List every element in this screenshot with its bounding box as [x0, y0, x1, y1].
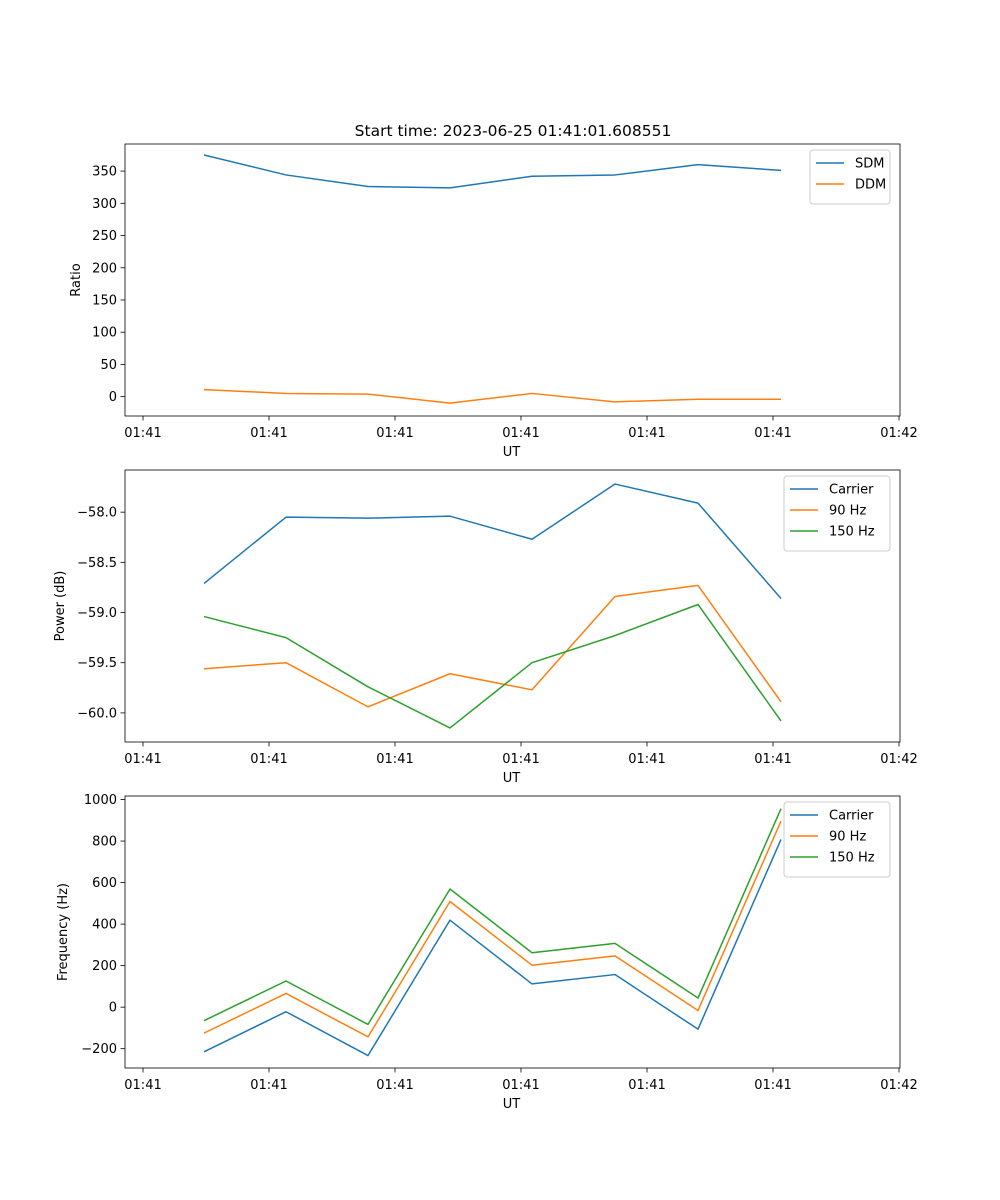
- legend-box: [783, 801, 891, 878]
- y-tick-label: 800: [92, 835, 117, 850]
- legend-label-sdm: SDM: [855, 157, 884, 172]
- x-tick-label: 01:41: [376, 1078, 413, 1093]
- chart-panel-3: 01:41 01:41 01:41 01:41 01:41 01:41 01:42 −200 0…: [56, 793, 918, 1112]
- y-tick-label: −59.0: [77, 606, 117, 621]
- y-tick-label: 600: [92, 876, 117, 891]
- legend-label-carrier: Carrier: [829, 483, 874, 498]
- y-tick-label: 400: [92, 918, 117, 933]
- figure-title: Start time: 2023-06-25 01:41:01.608551: [355, 122, 672, 140]
- x-tick-label: 01:41: [628, 426, 665, 441]
- y-tick-label: 0: [109, 390, 117, 405]
- x-axis-label: UT: [503, 771, 521, 786]
- legend-box: [783, 475, 891, 552]
- y-tick-label: 100: [92, 326, 117, 341]
- y-tick-label: 0: [109, 1001, 117, 1016]
- chart-panel-2: 01:41 01:41 01:41 01:41 01:41 01:41 01:42 −60.0…: [53, 469, 918, 786]
- chart-panel-1: 01:41 01:41 01:41 01:41 01:41 01:41 01:42 0 50 10…: [69, 143, 918, 460]
- y-axis-label: Ratio: [69, 263, 84, 296]
- x-tick-label: 01:41: [754, 426, 791, 441]
- x-tick-label: 01:41: [250, 1078, 287, 1093]
- legend: Carrier 90 Hz 150 Hz: [783, 475, 891, 552]
- legend-label-90-hz: 90 Hz: [829, 830, 866, 845]
- y-tick-label: −200: [81, 1042, 117, 1057]
- x-tick-label: 01:41: [502, 752, 539, 767]
- x-tick-label: 01:41: [376, 426, 413, 441]
- x-tick-label: 01:41: [628, 1078, 665, 1093]
- y-tick-label: −58.5: [77, 556, 117, 571]
- x-tick-label: 01:42: [880, 752, 917, 767]
- x-tick-label: 01:41: [250, 752, 287, 767]
- x-axis-label: UT: [503, 445, 521, 460]
- y-axis-label: Power (dB): [53, 571, 68, 642]
- series-line-90-hz: [203, 584, 782, 708]
- x-tick-label: 01:41: [376, 752, 413, 767]
- legend-label-150-hz: 150 Hz: [829, 525, 875, 540]
- x-tick-label: 01:41: [124, 752, 161, 767]
- series-line-150-hz: [203, 808, 782, 1026]
- legend-label-carrier: Carrier: [829, 809, 874, 824]
- plots-group: 01:41 01:41 01:41 01:41 01:41 01:41 01:42 0 50 10…: [53, 143, 918, 1112]
- x-tick-label: 01:41: [124, 1078, 161, 1093]
- legend: Carrier 90 Hz 150 Hz: [783, 801, 891, 878]
- x-tick-label: 01:41: [628, 752, 665, 767]
- x-tick-label: 01:41: [754, 1078, 791, 1093]
- y-tick-label: −58.0: [77, 506, 117, 521]
- x-tick-label: 01:41: [124, 426, 161, 441]
- axes-frame: [124, 469, 901, 743]
- series-line-150-hz: [203, 603, 782, 729]
- y-tick-label: 300: [92, 197, 117, 212]
- legend: SDM DDM: [809, 149, 891, 205]
- y-tick-label: 1000: [84, 793, 117, 808]
- y-tick-label: 200: [92, 959, 117, 974]
- y-tick-label: 350: [92, 165, 117, 180]
- x-tick-label: 01:41: [250, 426, 287, 441]
- axes-frame: [124, 143, 901, 417]
- x-tick-label: 01:41: [754, 752, 791, 767]
- series-line-sdm: [203, 154, 782, 189]
- legend-label-ddm: DDM: [855, 178, 886, 193]
- y-tick-label: −59.5: [77, 656, 117, 671]
- series-line-90-hz: [203, 820, 782, 1038]
- legend-label-90-hz: 90 Hz: [829, 504, 866, 519]
- x-tick-label: 01:41: [502, 1078, 539, 1093]
- y-axis-label: Frequency (Hz): [56, 883, 71, 981]
- series-line-ddm: [203, 388, 781, 404]
- x-axis-label: UT: [503, 1097, 521, 1112]
- legend-label-150-hz: 150 Hz: [829, 851, 875, 866]
- y-tick-label: −60.0: [77, 706, 117, 721]
- y-tick-label: 50: [100, 358, 117, 373]
- axes-frame: [124, 795, 901, 1069]
- x-tick-label: 01:41: [502, 426, 539, 441]
- series-line-carrier: [203, 483, 782, 599]
- y-tick-label: 150: [92, 293, 117, 308]
- series-line-carrier: [203, 839, 782, 1057]
- x-tick-label: 01:42: [880, 1078, 917, 1093]
- y-tick-label: 250: [92, 229, 117, 244]
- y-tick-label: 200: [92, 261, 117, 276]
- x-tick-label: 01:42: [880, 426, 917, 441]
